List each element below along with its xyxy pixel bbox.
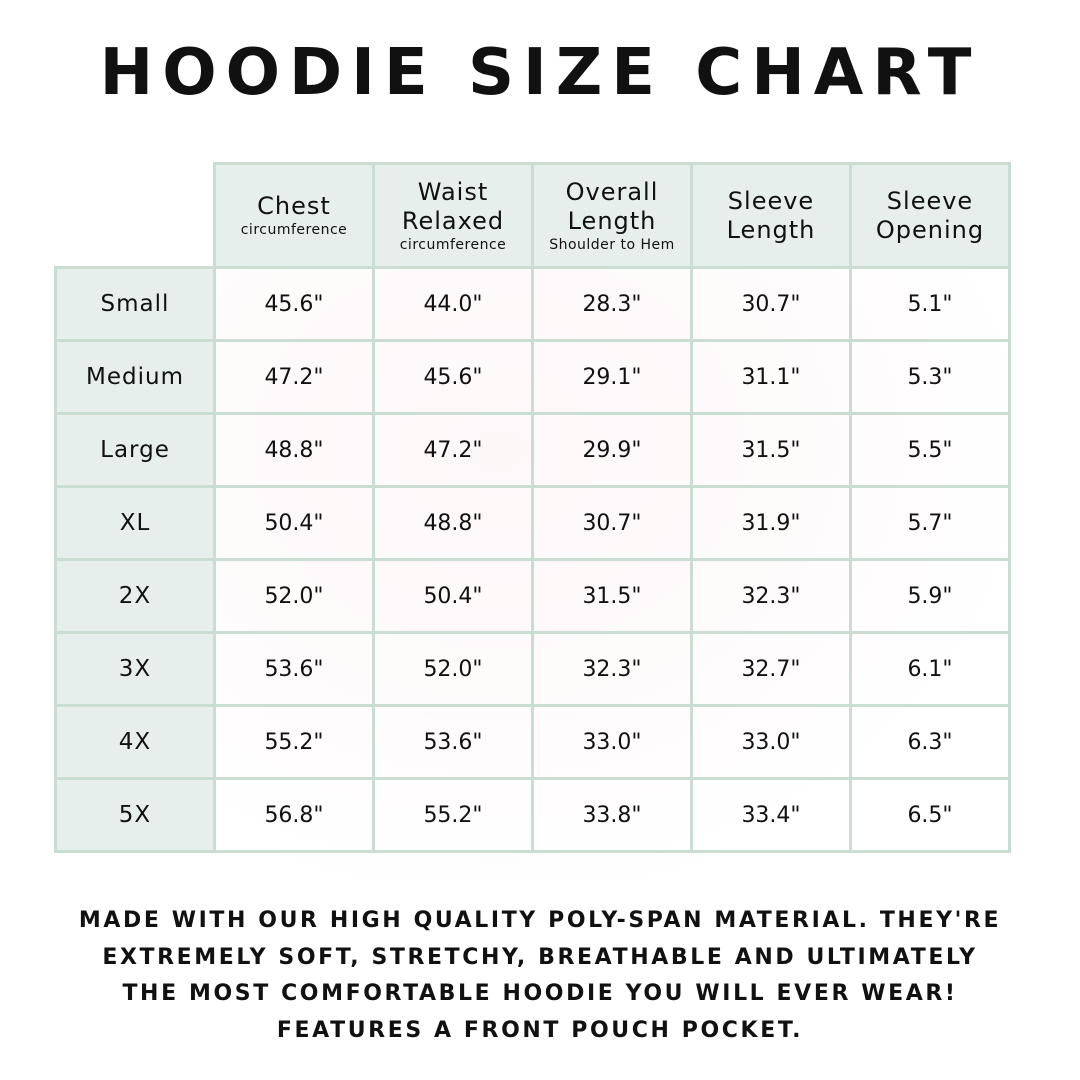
measurement-cell: 50.4" bbox=[372, 558, 534, 634]
column-sublabel: circumference bbox=[240, 222, 348, 238]
footer-line: Features a front pouch pocket. bbox=[276, 1017, 804, 1043]
size-label: Medium bbox=[54, 339, 216, 415]
measurement-cell: 31.5" bbox=[690, 412, 852, 488]
measurement-cell: 32.7" bbox=[690, 631, 852, 707]
measurement-cell: 29.1" bbox=[531, 339, 693, 415]
column-header: Sleeve Opening bbox=[849, 162, 1011, 269]
measurement-cell: 5.3" bbox=[849, 339, 1011, 415]
size-label: 2X bbox=[54, 558, 216, 634]
header-row: Chest circumference Waist Relaxed circumfe… bbox=[56, 162, 1011, 269]
table-row: Large 48.8" 47.2" 29.9" 31.5" 5.5" bbox=[54, 412, 1011, 488]
size-label: Small bbox=[54, 266, 216, 342]
column-label: Chest bbox=[257, 192, 331, 220]
measurement-cell: 50.4" bbox=[213, 485, 375, 561]
size-table: Chest circumference Waist Relaxed circumfe… bbox=[54, 162, 1011, 853]
measurement-cell: 6.3" bbox=[849, 704, 1011, 780]
measurement-cell: 5.1" bbox=[849, 266, 1011, 342]
size-label: Large bbox=[54, 412, 216, 488]
measurement-cell: 52.0" bbox=[372, 631, 534, 707]
measurement-cell: 31.1" bbox=[690, 339, 852, 415]
size-label: 4X bbox=[54, 704, 216, 780]
measurement-cell: 48.8" bbox=[372, 485, 534, 561]
measurement-cell: 30.7" bbox=[690, 266, 852, 342]
measurement-cell: 47.2" bbox=[213, 339, 375, 415]
measurement-cell: 33.0" bbox=[690, 704, 852, 780]
measurement-cell: 45.6" bbox=[372, 339, 534, 415]
footer-line: Made with our high quality poly-span mat… bbox=[78, 908, 1002, 933]
measurement-cell: 28.3" bbox=[531, 266, 693, 342]
column-header: Overall Length Shoulder to Hem bbox=[531, 162, 693, 269]
column-label: Waist Relaxed bbox=[401, 177, 505, 235]
column-label: Sleeve Length bbox=[726, 186, 816, 244]
measurement-cell: 31.5" bbox=[531, 558, 693, 634]
measurement-cell: 48.8" bbox=[213, 412, 375, 488]
footer-description: Made with our high quality poly-span mat… bbox=[0, 903, 1080, 1049]
table-row: Small 45.6" 44.0" 28.3" 30.7" 5.1" bbox=[54, 266, 1011, 342]
column-label: Overall Length bbox=[565, 177, 659, 235]
measurement-cell: 53.6" bbox=[213, 631, 375, 707]
measurement-cell: 6.5" bbox=[849, 777, 1011, 853]
measurement-cell: 31.9" bbox=[690, 485, 852, 561]
measurement-cell: 56.8" bbox=[213, 777, 375, 853]
measurement-cell: 29.9" bbox=[531, 412, 693, 488]
measurement-cell: 5.9" bbox=[849, 558, 1011, 634]
size-label: XL bbox=[54, 485, 216, 561]
measurement-cell: 45.6" bbox=[213, 266, 375, 342]
column-label: Sleeve Opening bbox=[875, 186, 985, 244]
measurement-cell: 52.0" bbox=[213, 558, 375, 634]
footer-line: extremely soft, stretchy, breathable and… bbox=[102, 944, 978, 970]
measurement-cell: 5.5" bbox=[849, 412, 1011, 488]
footer-line: the most comfortable hoodie you will eve… bbox=[122, 981, 958, 1006]
measurement-cell: 47.2" bbox=[372, 412, 534, 488]
page-title: HOODIE SIZE CHART bbox=[99, 36, 981, 110]
measurement-cell: 5.7" bbox=[849, 485, 1011, 561]
column-header: Sleeve Length bbox=[690, 162, 852, 269]
measurement-cell: 33.4" bbox=[690, 777, 852, 853]
column-header: Waist Relaxed circumference bbox=[372, 162, 534, 269]
measurement-cell: 6.1" bbox=[849, 631, 1011, 707]
measurement-cell: 55.2" bbox=[213, 704, 375, 780]
column-sublabel: circumference bbox=[399, 236, 507, 253]
table-row: 5X 56.8" 55.2" 33.8" 33.4" 6.5" bbox=[54, 777, 1011, 853]
size-label: 5X bbox=[54, 777, 216, 853]
table-row: Medium 47.2" 45.6" 29.1" 31.1" 5.3" bbox=[54, 339, 1011, 415]
measurement-cell: 53.6" bbox=[372, 704, 534, 780]
measurement-cell: 44.0" bbox=[372, 266, 534, 342]
table-row: 3X 53.6" 52.0" 32.3" 32.7" 6.1" bbox=[54, 631, 1011, 707]
measurement-cell: 33.0" bbox=[531, 704, 693, 780]
table-row: XL 50.4" 48.8" 30.7" 31.9" 5.7" bbox=[54, 485, 1011, 561]
column-header: Chest circumference bbox=[213, 162, 375, 269]
measurement-cell: 33.8" bbox=[531, 777, 693, 853]
size-label: 3X bbox=[54, 631, 216, 707]
column-sublabel: Shoulder to Hem bbox=[549, 236, 675, 253]
measurement-cell: 32.3" bbox=[690, 558, 852, 634]
table-row: 2X 52.0" 50.4" 31.5" 32.3" 5.9" bbox=[54, 558, 1011, 634]
corner-cell bbox=[56, 164, 215, 268]
measurement-cell: 30.7" bbox=[531, 485, 693, 561]
measurement-cell: 55.2" bbox=[372, 777, 534, 853]
measurement-cell: 32.3" bbox=[531, 631, 693, 707]
table-row: 4X 55.2" 53.6" 33.0" 33.0" 6.3" bbox=[54, 704, 1011, 780]
